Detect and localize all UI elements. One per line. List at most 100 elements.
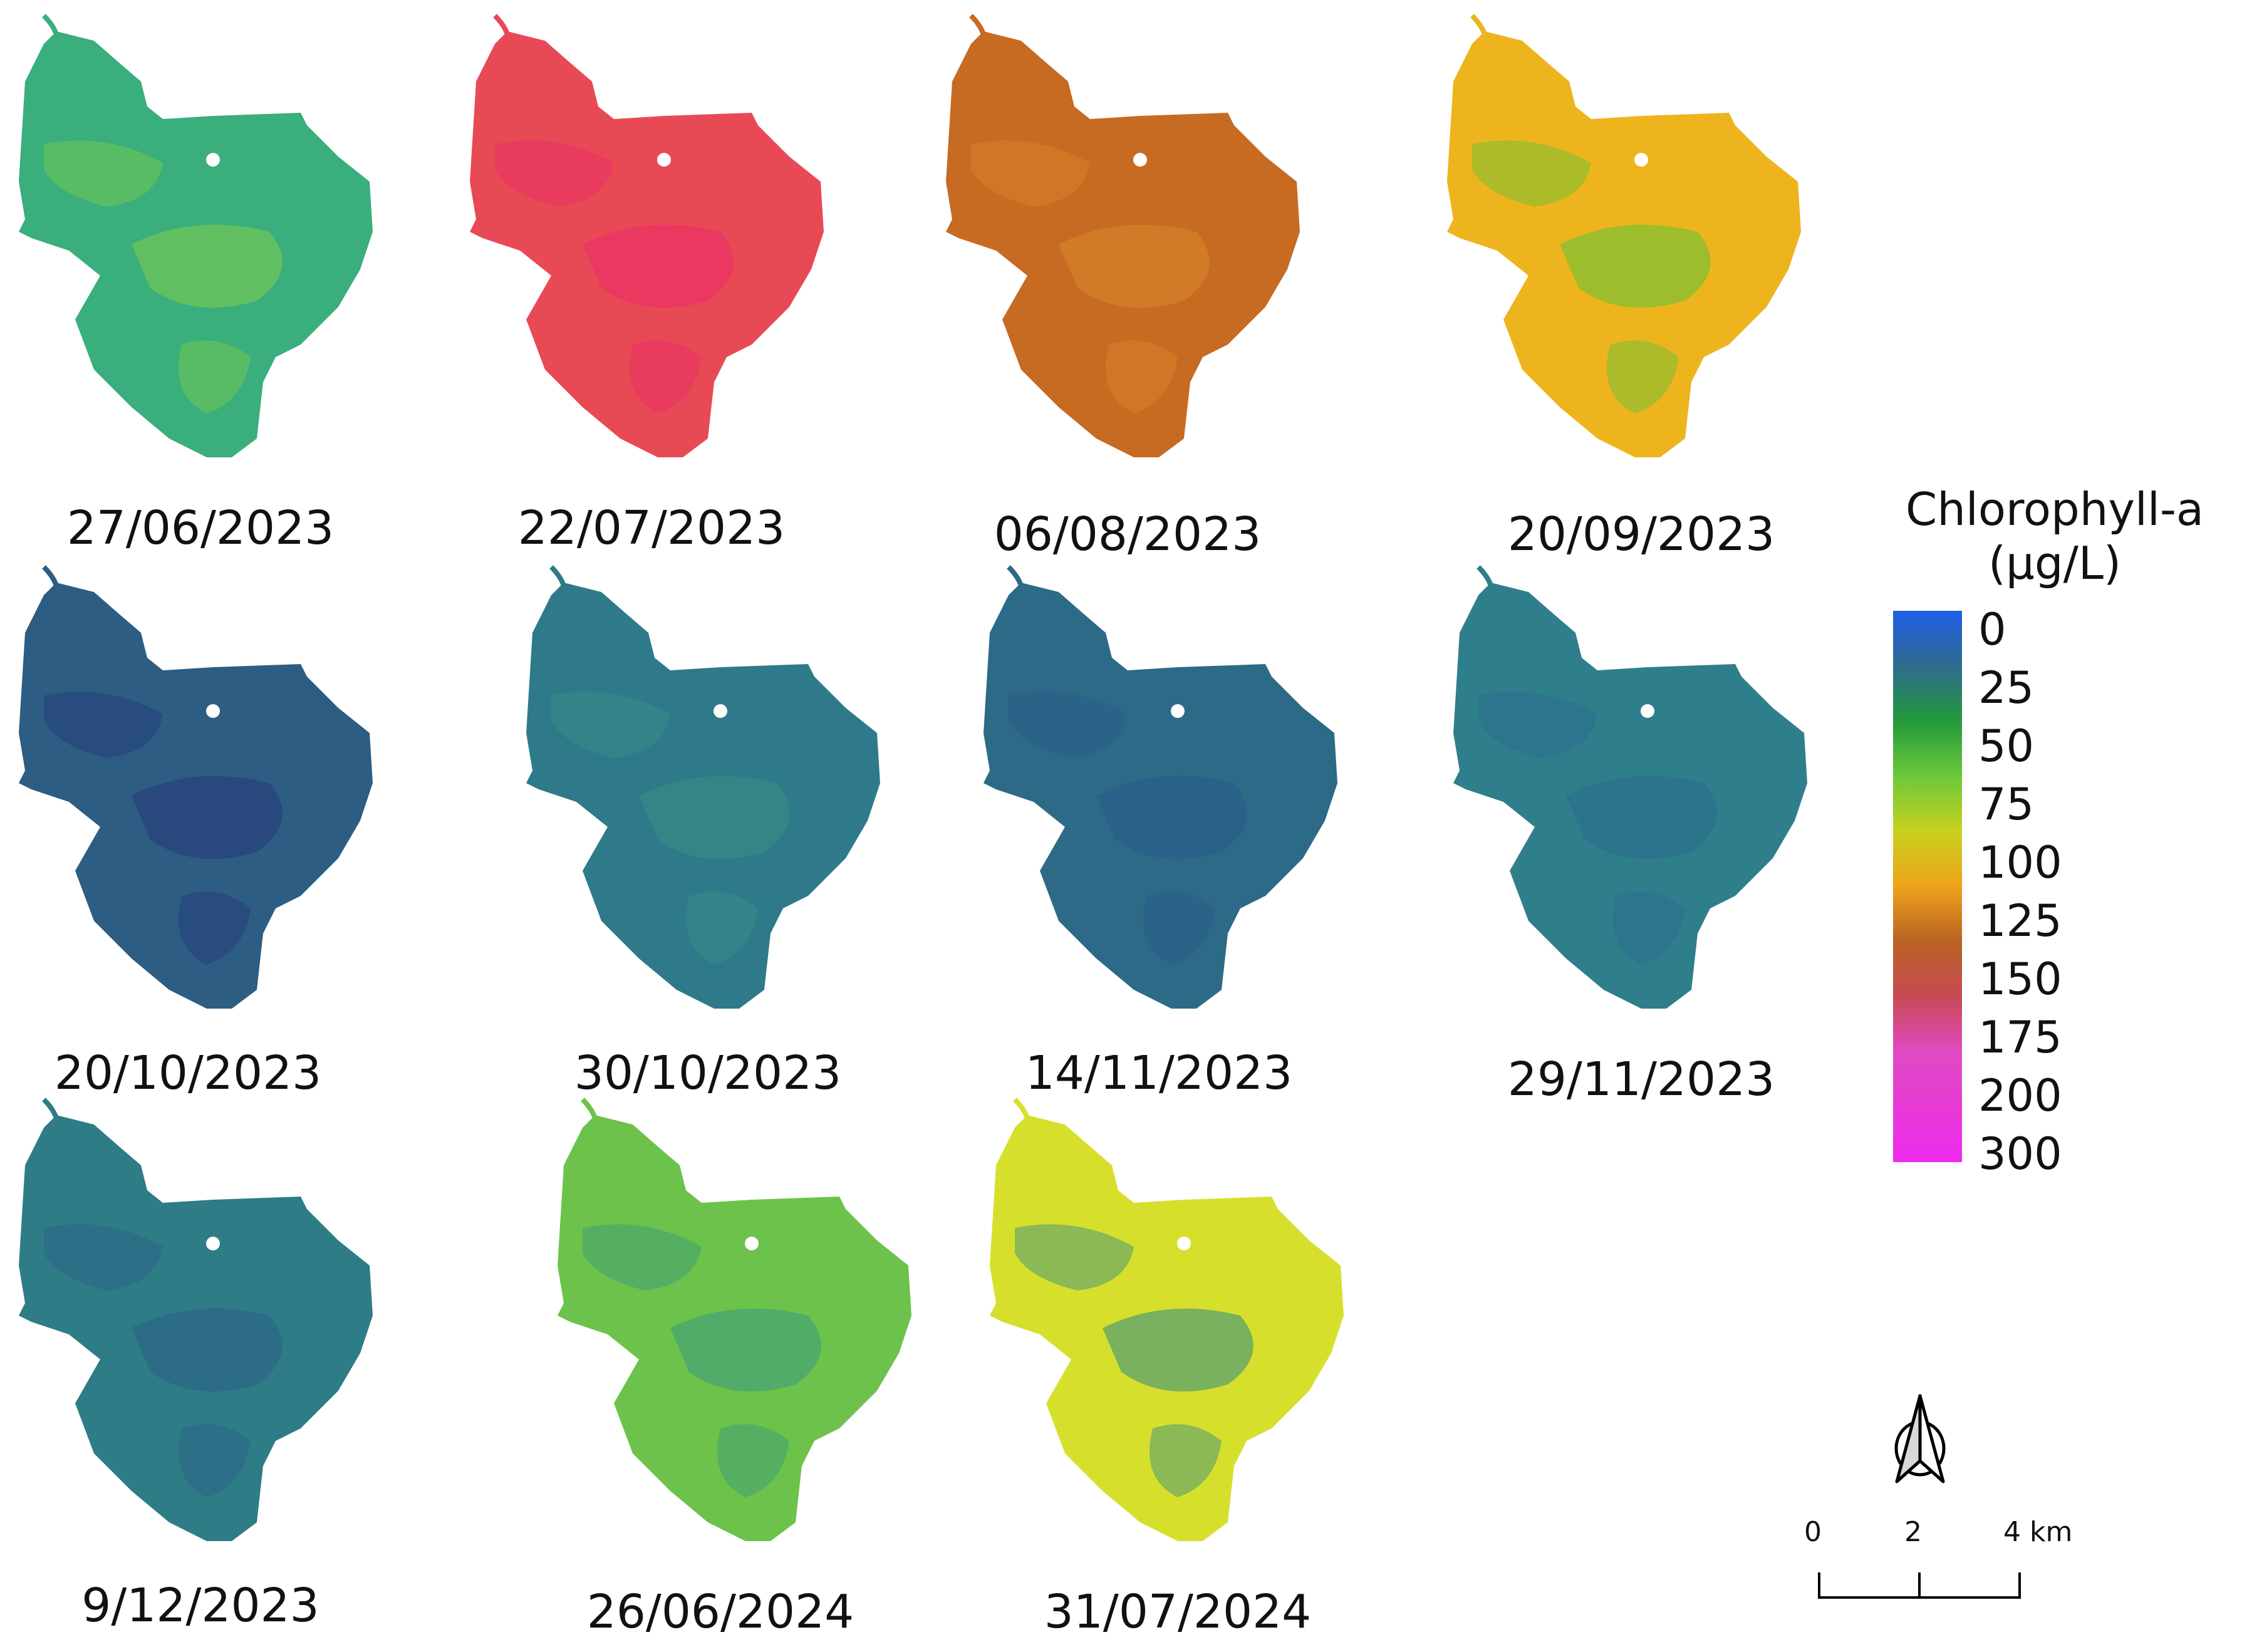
concentration-patch <box>1472 140 1591 207</box>
concentration-patch <box>1560 224 1711 308</box>
concentration-patch <box>132 776 283 860</box>
concentration-patch <box>179 340 251 413</box>
inlet-channel <box>581 1098 598 1120</box>
concentration-patch <box>179 891 251 965</box>
legend-title-line1: Chlorophyll-a <box>1905 483 2204 536</box>
concentration-patch <box>1478 692 1597 758</box>
map-date-label: 30/10/2023 <box>574 1046 842 1100</box>
map-date-label: 22/07/2023 <box>517 501 786 555</box>
island <box>1133 153 1147 167</box>
map-date-label: 14/11/2023 <box>1025 1046 1293 1100</box>
concentration-patch <box>1143 891 1215 965</box>
map-panel: 14/11/2023 <box>971 558 1372 1100</box>
lake-map <box>558 1098 911 1541</box>
concentration-patch <box>1009 692 1128 758</box>
inlet-channel <box>42 14 59 36</box>
concentration-patch <box>1015 1224 1134 1291</box>
legend-label: 25 <box>1978 662 2035 714</box>
lake-map <box>19 14 373 457</box>
lake-map <box>19 1098 373 1541</box>
island <box>1171 704 1185 718</box>
scale-label-0: 0 <box>1804 1516 1822 1548</box>
map-date-label: 29/11/2023 <box>1507 1052 1775 1106</box>
map-panel: 27/06/2023 <box>6 6 407 555</box>
island <box>206 704 220 718</box>
map-panel: 29/11/2023 <box>1441 558 1842 1106</box>
scale-bar-graphic <box>1818 1572 2021 1599</box>
legend-label: 150 <box>1978 953 2062 1005</box>
legend-label: 0 <box>1978 604 2006 655</box>
map-panel: 06/08/2023 <box>933 6 1334 561</box>
concentration-patch <box>44 140 163 207</box>
concentration-patch <box>44 1224 163 1291</box>
island <box>745 1237 759 1250</box>
concentration-patch <box>132 1308 283 1392</box>
legend-label: 75 <box>1978 779 2035 830</box>
concentration-patch <box>1607 340 1679 413</box>
lake-map <box>990 1098 1344 1541</box>
map-date-label: 20/09/2023 <box>1507 507 1775 561</box>
lake-map <box>983 565 1337 1009</box>
legend-color-ramp <box>1893 611 1962 1162</box>
lake-map <box>946 14 1300 457</box>
concentration-patch <box>639 776 790 860</box>
map-panel: 9/12/2023 <box>6 1090 407 1633</box>
island <box>1641 704 1654 718</box>
concentration-patch <box>583 1224 702 1291</box>
map-panel: 22/07/2023 <box>457 6 858 555</box>
legend-label: 100 <box>1978 837 2062 888</box>
island <box>206 153 220 167</box>
inlet-channel <box>42 565 59 587</box>
map-panel: 20/09/2023 <box>1435 6 1835 561</box>
island <box>1634 153 1648 167</box>
map-panel: 31/07/2024 <box>977 1090 1378 1639</box>
north-arrow-icon <box>1894 1394 1946 1483</box>
inlet-channel <box>1477 565 1493 587</box>
concentration-patch <box>1150 1424 1222 1497</box>
concentration-patch <box>583 224 734 308</box>
legend-title-line2: (µg/L) <box>1988 537 2122 590</box>
lake-map <box>19 565 373 1009</box>
inlet-channel <box>1007 565 1024 587</box>
concentration-patch <box>495 140 614 207</box>
inlet-channel <box>549 565 566 587</box>
concentration-patch <box>551 692 670 758</box>
inlet-channel <box>493 14 510 36</box>
concentration-patch <box>1059 224 1210 308</box>
inlet-channel <box>1470 14 1487 36</box>
inlet-channel <box>42 1098 59 1120</box>
scale-label-2: 2 <box>1904 1516 1922 1548</box>
legend-label: 175 <box>1978 1012 2062 1063</box>
legend: Chlorophyll-a (µg/L) 0 25 50 75 100 125 150 175… <box>1867 482 2230 1203</box>
island <box>714 704 727 718</box>
legend-label: 200 <box>1978 1070 2062 1121</box>
inlet-channel <box>1013 1098 1030 1120</box>
legend-label: 50 <box>1978 720 2035 772</box>
island <box>657 153 671 167</box>
map-date-label: 20/10/2023 <box>54 1046 322 1100</box>
concentration-patch <box>1106 340 1178 413</box>
concentration-patch <box>686 891 758 965</box>
map-panel: 30/10/2023 <box>514 558 915 1100</box>
lake-map <box>526 565 880 1009</box>
concentration-patch <box>1566 776 1717 860</box>
island <box>206 1237 220 1250</box>
concentration-patch <box>1096 776 1247 860</box>
lake-map <box>1453 565 1807 1009</box>
concentration-patch <box>179 1424 251 1497</box>
legend-title: Chlorophyll-a (µg/L) <box>1867 482 2242 590</box>
inlet-channel <box>969 14 986 36</box>
legend-label: 300 <box>1978 1128 2062 1180</box>
legend-label: 125 <box>1978 895 2062 947</box>
lake-map <box>1447 14 1801 457</box>
map-date-label: 26/06/2024 <box>586 1585 854 1639</box>
lake-map <box>470 14 824 457</box>
map-panel: 26/06/2024 <box>545 1090 946 1639</box>
concentration-patch <box>630 340 702 413</box>
map-panel: 20/10/2023 <box>6 558 407 1100</box>
concentration-patch <box>132 224 283 308</box>
map-date-label: 9/12/2023 <box>81 1579 319 1633</box>
scale-label-4km: 4 km <box>2003 1516 2073 1548</box>
scale-bar: 0 2 4 km <box>1804 1516 2092 1610</box>
concentration-patch <box>717 1424 789 1497</box>
